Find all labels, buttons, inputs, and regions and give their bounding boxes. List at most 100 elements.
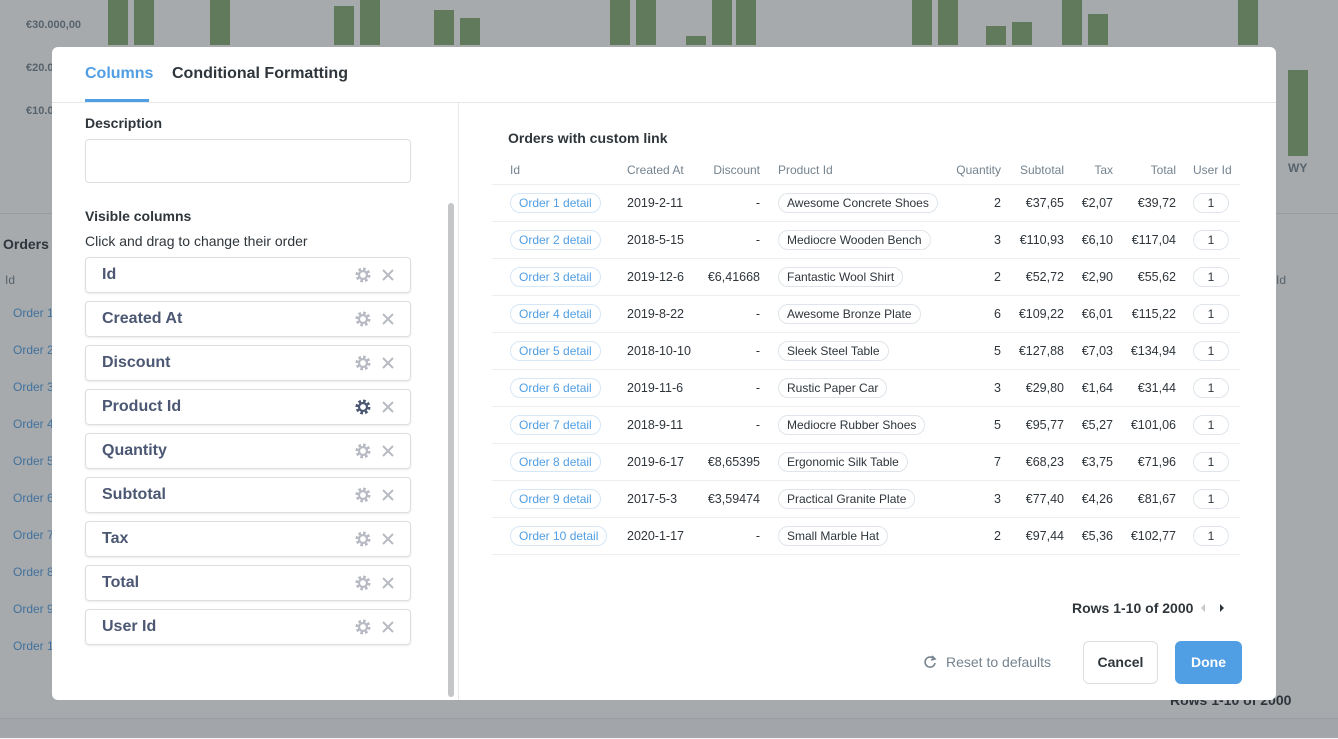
scrollbar[interactable] <box>448 203 454 697</box>
column-item[interactable]: Subtotal <box>85 477 411 513</box>
cell: 2018-9-11 <box>627 418 684 432</box>
column-header[interactable]: User Id <box>1193 163 1232 177</box>
column-item[interactable]: Tax <box>85 521 411 557</box>
row-divider <box>492 406 1240 407</box>
column-header[interactable]: Discount <box>713 163 760 177</box>
tab[interactable]: Conditional Formatting <box>172 65 348 82</box>
cell: €2,07 <box>1081 196 1113 210</box>
description-input[interactable] <box>85 139 411 183</box>
next-page[interactable] <box>1217 602 1227 614</box>
order-link[interactable]: Order 5 detail <box>510 341 601 361</box>
user-link[interactable]: 1 <box>1193 489 1229 509</box>
table-header: Id <box>5 273 16 287</box>
pane-divider <box>458 103 459 700</box>
cell: €117,04 <box>1131 233 1176 247</box>
background-bar <box>360 0 380 45</box>
column-header[interactable]: Product Id <box>778 163 833 177</box>
product-link[interactable]: Mediocre Wooden Bench <box>778 230 931 250</box>
column-item[interactable]: Discount <box>85 345 411 381</box>
cancel-button[interactable] <box>1083 641 1158 684</box>
product-link[interactable]: Ergonomic Silk Table <box>778 452 908 472</box>
cell: €102,77 <box>1130 529 1176 543</box>
order-link[interactable]: Order 7 detail <box>510 415 601 435</box>
cancel-label: Cancel <box>1097 654 1144 670</box>
row-divider <box>492 295 1240 296</box>
column-actions[interactable] <box>348 522 408 556</box>
row-divider <box>492 443 1240 444</box>
column-header[interactable]: Id <box>510 163 521 177</box>
user-link[interactable]: 1 <box>1193 230 1229 250</box>
product-link[interactable]: Awesome Concrete Shoes <box>778 193 938 213</box>
cell: €6,01 <box>1081 307 1113 321</box>
column-actions[interactable] <box>348 390 408 424</box>
cell: €5,27 <box>1081 418 1113 432</box>
product-link[interactable]: Practical Granite Plate <box>778 489 916 509</box>
cell: €6,41668 <box>707 270 760 284</box>
column-item[interactable]: Created At <box>85 301 411 337</box>
product-link[interactable]: Mediocre Rubber Shoes <box>778 415 926 435</box>
product-link[interactable]: Fantastic Wool Shirt <box>778 267 904 287</box>
cell: 2019-11-6 <box>627 381 684 395</box>
column-item[interactable]: Quantity <box>85 433 411 469</box>
cell: €7,03 <box>1081 344 1113 358</box>
reset-button[interactable]: Reset to defaults <box>946 654 1052 670</box>
user-link[interactable]: 1 <box>1193 341 1229 361</box>
column-header[interactable]: Subtotal <box>1019 163 1064 177</box>
cell: €3,75 <box>1081 455 1113 469</box>
done-button[interactable] <box>1175 641 1242 684</box>
cell: - <box>755 233 760 247</box>
order-link[interactable]: Order 8 detail <box>510 452 601 472</box>
cell: 6 <box>994 307 1001 321</box>
user-link[interactable]: 1 <box>1193 415 1229 435</box>
reset-icon <box>924 655 937 668</box>
tab[interactable]: Columns <box>85 65 154 82</box>
product-link[interactable]: Awesome Bronze Plate <box>778 304 921 324</box>
column-actions[interactable] <box>348 478 408 512</box>
user-link[interactable]: 1 <box>1193 378 1229 398</box>
cell: €3,59474 <box>707 492 760 506</box>
order-link[interactable]: Order 10 detail <box>510 526 608 546</box>
order-link[interactable]: Order 4 detail <box>510 304 601 324</box>
order-link[interactable]: Order 2 detail <box>510 230 601 250</box>
cell: €52,72 <box>1025 270 1064 284</box>
background-bar <box>1288 70 1308 156</box>
cell: €81,67 <box>1137 492 1176 506</box>
product-link[interactable]: Rustic Paper Car <box>778 378 888 398</box>
background-bar <box>736 0 756 45</box>
column-actions[interactable] <box>348 346 408 380</box>
user-link[interactable]: 1 <box>1193 304 1229 324</box>
column-actions[interactable] <box>348 610 408 644</box>
column-item[interactable]: Product Id <box>85 389 411 425</box>
user-link[interactable]: 1 <box>1193 193 1229 213</box>
column-item[interactable]: Total <box>85 565 411 601</box>
column-actions[interactable] <box>348 434 408 468</box>
user-link[interactable]: 1 <box>1193 267 1229 287</box>
cell: 7 <box>994 455 1001 469</box>
order-link[interactable]: Order 9 detail <box>510 489 601 509</box>
column-actions[interactable] <box>348 258 408 292</box>
column-actions[interactable] <box>348 566 408 600</box>
order-link[interactable]: Order 1 detail <box>510 193 601 213</box>
column-name: Quantity <box>102 442 167 459</box>
product-link[interactable]: Sleek Steel Table <box>778 341 889 361</box>
column-header[interactable]: Created At <box>627 163 684 177</box>
order-link[interactable]: Order 6 detail <box>510 378 601 398</box>
user-link[interactable]: 1 <box>1193 452 1229 472</box>
active-tab-underline <box>85 99 149 102</box>
order-link[interactable]: Order 3 detail <box>510 267 601 287</box>
cell: 5 <box>994 344 1001 358</box>
column-item[interactable]: User Id <box>85 609 411 645</box>
cell: 2 <box>994 270 1001 284</box>
background-bar <box>334 6 354 45</box>
column-actions[interactable] <box>348 302 408 336</box>
column-header[interactable]: Total <box>1150 163 1176 177</box>
user-link[interactable]: 1 <box>1193 526 1229 546</box>
prev-page[interactable] <box>1198 602 1208 614</box>
column-header[interactable]: Tax <box>1094 163 1113 177</box>
column-item[interactable]: Id <box>85 257 411 293</box>
product-link[interactable]: Small Marble Hat <box>778 526 889 546</box>
cell: 5 <box>994 418 1001 432</box>
cell: €127,88 <box>1018 344 1064 358</box>
column-header[interactable]: Quantity <box>956 163 1001 177</box>
